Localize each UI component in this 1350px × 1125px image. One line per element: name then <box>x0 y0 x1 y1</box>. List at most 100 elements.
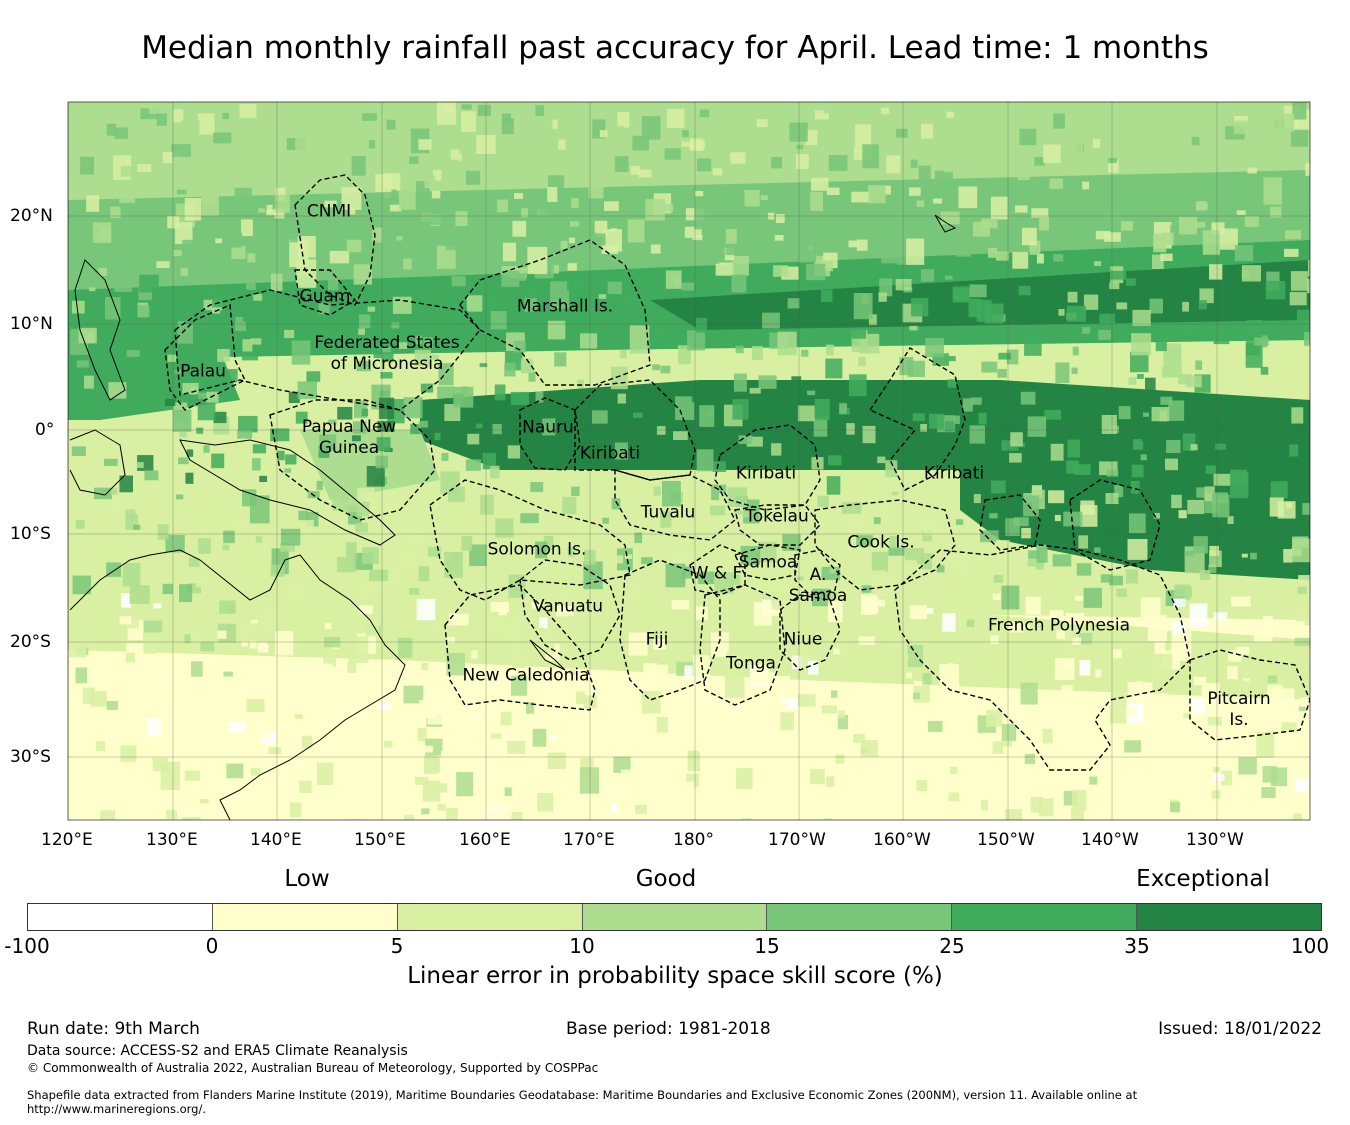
lat-label-10s: 10°S <box>10 524 51 544</box>
skill-cell <box>839 403 847 414</box>
skill-cell <box>693 789 704 798</box>
skill-cell <box>1079 659 1091 676</box>
skill-cell <box>617 548 633 571</box>
skill-cell <box>997 369 1007 378</box>
skill-cell <box>94 487 112 500</box>
skill-cell <box>727 191 742 211</box>
skill-cell <box>682 123 699 143</box>
skill-cell <box>1147 615 1167 642</box>
skill-cell <box>469 544 487 567</box>
skill-cell <box>1195 221 1206 228</box>
skill-cell <box>366 465 385 487</box>
skill-cell <box>1236 646 1250 655</box>
skill-cell <box>1174 586 1193 598</box>
skill-cell <box>1010 432 1023 447</box>
skill-cell <box>1084 717 1094 730</box>
eez-asamoa <box>794 549 841 596</box>
skill-cell <box>652 638 667 650</box>
skill-cell <box>893 180 912 190</box>
skill-cell <box>730 574 741 586</box>
skill-cell <box>1024 333 1042 356</box>
skill-cell <box>173 250 182 257</box>
skill-cell <box>354 107 364 120</box>
skill-cell <box>980 800 989 811</box>
skill-cell <box>1233 120 1251 135</box>
skill-cell <box>695 606 708 620</box>
skill-cell <box>1212 774 1225 782</box>
skill-cell <box>690 556 710 576</box>
colorbar-tick-3: 10 <box>569 934 595 958</box>
skill-cell <box>228 721 246 733</box>
skill-cell <box>1208 564 1217 573</box>
skill-cell <box>689 140 705 150</box>
skill-cell <box>774 392 792 419</box>
skill-cell <box>707 254 720 264</box>
base-period: Base period: 1981-2018 <box>566 1019 771 1039</box>
skill-cell <box>467 285 477 292</box>
eez-line-is <box>979 494 1041 551</box>
skill-cell <box>165 534 185 553</box>
skill-cell <box>1137 798 1155 811</box>
skill-cell <box>1217 401 1229 416</box>
skill-cell <box>294 155 313 174</box>
skill-cell <box>846 423 855 435</box>
lon-label-150w: 150°W <box>977 830 1035 850</box>
skill-cell <box>744 189 760 207</box>
region-label-kiribati-e: Kiribati <box>923 463 985 484</box>
eez-samoa <box>733 544 801 581</box>
skill-cell <box>628 632 648 656</box>
skill-cell <box>598 294 607 299</box>
skill-cell <box>1303 761 1310 779</box>
skill-cell <box>179 584 193 603</box>
skill-cell <box>465 170 481 185</box>
skill-cell <box>962 398 973 412</box>
skill-cell <box>1101 414 1117 434</box>
skill-cell <box>714 571 734 594</box>
skill-cell <box>868 314 877 326</box>
skill-cell <box>1267 675 1277 683</box>
lon-label-150e: 150°E <box>354 830 406 850</box>
skill-cell <box>1127 538 1148 560</box>
skill-cell <box>497 767 504 776</box>
skill-cell <box>420 383 434 393</box>
lon-label-140w: 140°W <box>1081 830 1139 850</box>
skill-cell <box>571 486 580 496</box>
skill-cell <box>725 229 737 244</box>
skill-cell <box>1228 649 1242 662</box>
skill-cell <box>797 694 816 707</box>
data-source: Data source: ACCESS-S2 and ERA5 Climate … <box>27 1043 408 1059</box>
eez-french-polynesia <box>894 544 1191 771</box>
skill-cell <box>128 613 139 629</box>
skill-cell <box>414 349 431 366</box>
skill-cell <box>213 411 227 424</box>
skill-cell <box>494 384 506 401</box>
run-date: Run date: 9th March <box>27 1019 200 1039</box>
skill-cell <box>1109 282 1120 290</box>
new-guinea-coast <box>179 439 396 546</box>
skill-cell <box>130 714 141 728</box>
skill-cell <box>677 781 695 792</box>
skill-cell <box>258 208 266 213</box>
skill-cell <box>381 501 398 516</box>
skill-cell <box>991 185 1001 197</box>
skill-cell <box>239 104 257 119</box>
skill-cell <box>858 357 866 367</box>
skill-cell <box>634 105 645 114</box>
skill-cell <box>391 322 400 329</box>
region-label-tonga: Tonga <box>726 653 776 674</box>
skill-cell <box>827 168 843 178</box>
skill-cell <box>137 304 150 318</box>
region-label-tokelau: Tokelau <box>745 506 809 527</box>
skill-cell <box>213 132 232 144</box>
skill-cell <box>849 517 867 541</box>
skill-cell <box>520 513 539 524</box>
skill-cell <box>424 757 440 773</box>
skill-cell <box>711 770 726 788</box>
skill-cell <box>629 325 650 354</box>
skill-cell <box>1239 166 1247 171</box>
skill-cell <box>1061 684 1073 696</box>
skill-cell <box>421 808 430 815</box>
skill-cell <box>659 241 669 248</box>
skill-cell <box>421 662 429 671</box>
skill-cell <box>859 333 880 354</box>
